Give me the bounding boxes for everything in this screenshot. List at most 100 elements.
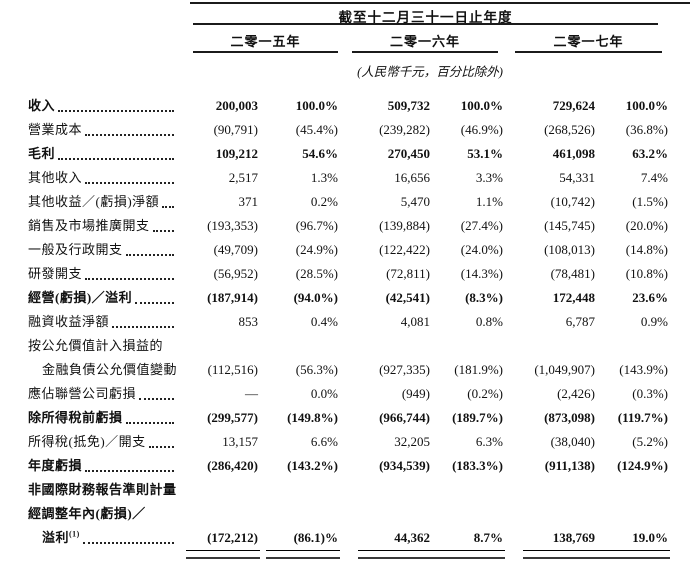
dotted-leader	[58, 158, 174, 160]
table-row: 一般及行政開支 (49,709) (24.9%) (122,422) (24.0%) (1…	[28, 238, 676, 262]
value-cell: 54.6%	[302, 146, 338, 161]
value-cell: 6,787	[565, 314, 595, 329]
table-row: 收入 200,003 100.0% 509,732 100.0% 729,624 100.0…	[28, 94, 676, 118]
double-rule	[358, 550, 432, 559]
value-cell: (139,884)	[379, 218, 430, 233]
row-label: 除所得稅前虧損	[28, 410, 123, 425]
currency-unit-note: (人民幣千元，百分比除外)	[357, 65, 503, 79]
row-label-cell: 其他收益／(虧損)淨額	[28, 190, 178, 214]
column-rule-2016	[352, 51, 498, 53]
dotted-leader	[162, 206, 174, 208]
value-cell	[178, 502, 258, 526]
value-cell: (0.3%)	[632, 386, 668, 401]
value-cell: (78,481)	[550, 266, 595, 281]
row-label-cell: 應佔聯營公司虧損	[28, 382, 178, 406]
dotted-leader	[148, 446, 174, 448]
row-label-cell: 經營(虧損)／溢利	[28, 286, 178, 310]
value-cell	[595, 334, 668, 358]
top-rule	[190, 2, 690, 4]
row-label: 研發開支	[28, 266, 83, 281]
double-rule	[431, 550, 505, 559]
value-cell: (96.7%)	[295, 218, 338, 233]
value-cell: (108,013)	[544, 242, 595, 257]
value-cell	[430, 502, 503, 526]
value-cell: 44,362	[394, 530, 430, 545]
row-label: 應佔聯營公司虧損	[28, 386, 137, 401]
value-cell: (49,709)	[213, 242, 258, 257]
value-cell: (143.2%)	[287, 458, 338, 473]
value-cell: (966,744)	[379, 410, 430, 425]
row-label: 毛利	[28, 146, 56, 161]
value-cell: (20.0%)	[625, 218, 668, 233]
value-cell: (187,914)	[207, 290, 258, 305]
row-label-cell: 融資收益淨額	[28, 310, 178, 334]
value-cell: 13,157	[222, 434, 258, 449]
value-cell: (122,422)	[379, 242, 430, 257]
table-row: 按公允價值計入損益的	[28, 334, 676, 358]
column-header-2016: 二零一六年	[389, 34, 460, 49]
value-cell: (42,541)	[385, 290, 430, 305]
value-cell: (56.3%)	[295, 362, 338, 377]
value-cell: 853	[238, 314, 259, 329]
value-cell: 23.6%	[632, 290, 668, 305]
row-label: 金融負債公允價值變動	[42, 362, 178, 377]
value-cell: (24.0%)	[460, 242, 503, 257]
row-label-cell: 金融負債公允價值變動	[28, 358, 178, 382]
value-cell: (14.3%)	[460, 266, 503, 281]
dotted-leader	[85, 278, 174, 280]
value-cell: 371	[238, 194, 259, 209]
value-cell: (94.0%)	[293, 290, 338, 305]
row-label: 經營(虧損)／溢利	[28, 290, 133, 305]
value-cell: (927,335)	[379, 362, 430, 377]
column-header-2015: 二零一五年	[230, 34, 301, 49]
value-cell	[503, 334, 595, 358]
table-row: 其他收益／(虧損)淨額 371 0.2% 5,470 1.1% (10,742) (1.5%…	[28, 190, 676, 214]
column-rule-2015	[193, 51, 338, 53]
value-cell: 63.2%	[632, 146, 668, 161]
value-cell: (124.9%)	[617, 458, 668, 473]
value-cell: 32,205	[394, 434, 430, 449]
value-cell: 54,331	[559, 170, 595, 185]
value-cell	[430, 334, 503, 358]
value-cell: 2,517	[228, 170, 258, 185]
value-cell: (28.5%)	[295, 266, 338, 281]
value-cell: (239,282)	[379, 122, 430, 137]
dotted-leader	[85, 470, 174, 472]
value-cell: 5,470	[400, 194, 430, 209]
value-cell: (949)	[401, 386, 430, 401]
value-cell: 0.2%	[310, 194, 338, 209]
row-label: 收入	[28, 98, 56, 113]
table-row: 營業成本 (90,791) (45.4%) (239,282) (46.9%) (268,…	[28, 118, 676, 142]
dotted-leader	[152, 230, 174, 232]
value-cell	[178, 478, 258, 502]
table-row: 金融負債公允價值變動 (112,516) (56.3%) (927,335) (181.…	[28, 358, 676, 382]
row-label-cell: 溢利(1)	[28, 526, 178, 550]
table-row: 溢利(1) (172,212) (86.1)% 44,362 8.7% 138,769 19…	[28, 526, 676, 550]
value-cell	[338, 334, 430, 358]
value-cell: (268,526)	[544, 122, 595, 137]
row-label: 按公允價值計入損益的	[28, 338, 164, 353]
period-title: 截至十二月三十一日止年度	[338, 10, 513, 25]
row-label-cell: 其他收入	[28, 166, 178, 190]
value-cell: (183.3%)	[452, 458, 503, 473]
value-cell: (119.7%)	[617, 410, 668, 425]
table-row: 毛利 109,212 54.6% 270,450 53.1% 461,098 63.2%	[28, 142, 676, 166]
value-cell: 1.3%	[310, 170, 338, 185]
row-label-cell: 收入	[28, 94, 178, 118]
value-cell: —	[245, 386, 258, 401]
dotted-leader	[125, 254, 174, 256]
value-cell: (86.1)%	[293, 530, 338, 545]
row-label: 其他收益／(虧損)淨額	[28, 194, 160, 209]
value-cell: (10,742)	[550, 194, 595, 209]
value-cell: (2,426)	[557, 386, 595, 401]
value-cell: (46.9%)	[460, 122, 503, 137]
table-row: 經調整年內(虧損)／	[28, 502, 676, 526]
value-cell: (112,516)	[207, 362, 258, 377]
value-cell: 461,098	[552, 146, 595, 161]
value-cell	[503, 502, 595, 526]
table-row: 融資收益淨額 853 0.4% 4,081 0.8% 6,787 0.9%	[28, 310, 676, 334]
value-cell: 100.0%	[460, 98, 503, 113]
double-rule	[266, 550, 340, 559]
value-cell: (27.4%)	[460, 218, 503, 233]
row-label: 年度虧損	[28, 458, 83, 473]
